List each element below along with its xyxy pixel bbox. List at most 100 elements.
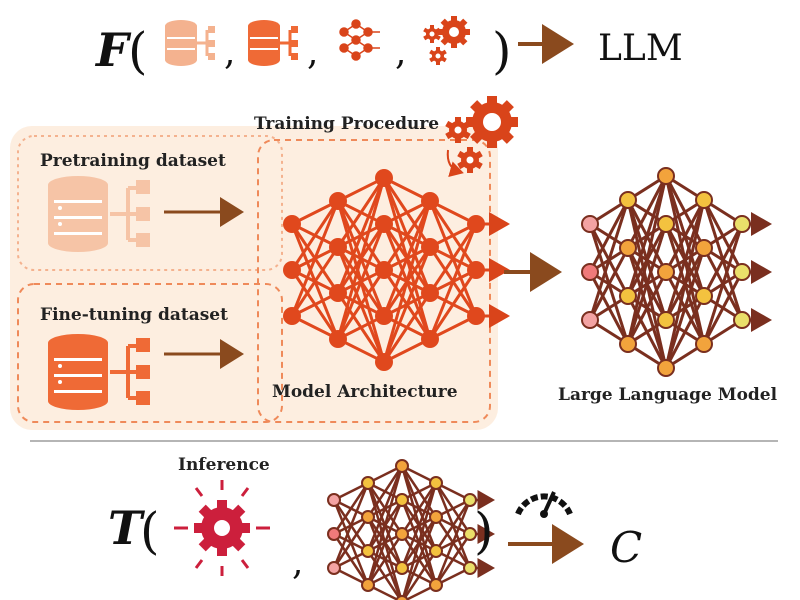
- speedometer-icon: [515, 491, 573, 518]
- network-edge: [434, 533, 472, 586]
- network-node: [421, 192, 439, 210]
- network-node: [581, 263, 599, 281]
- network-node: [619, 191, 637, 209]
- formula-comma-2: ,: [307, 32, 318, 73]
- network-edge: [366, 465, 404, 518]
- large-language-model-network: [581, 167, 772, 377]
- inference-icon: [174, 480, 270, 576]
- network-node: [327, 527, 341, 541]
- network-edge: [428, 269, 478, 340]
- network-edge: [664, 199, 706, 321]
- network-node: [361, 510, 375, 524]
- network-node: [421, 330, 439, 348]
- network-edge: [382, 200, 432, 317]
- network-node: [695, 239, 713, 257]
- network-edge: [702, 223, 744, 345]
- network-edge: [332, 482, 370, 569]
- formula-comma-3: ,: [395, 32, 406, 73]
- formula-bottom-close-paren: ): [474, 502, 494, 560]
- network-node: [375, 169, 393, 187]
- network-node: [733, 311, 751, 329]
- network-edge: [434, 499, 472, 586]
- network-node: [429, 476, 443, 490]
- network-node: [463, 561, 477, 575]
- model-architecture-network: [283, 169, 510, 371]
- network-node: [361, 476, 375, 490]
- model-architecture-icon-small: [339, 19, 380, 61]
- network-edge: [290, 200, 340, 317]
- training-procedure-gears-icon: [445, 96, 518, 177]
- network-node: [283, 307, 301, 325]
- network-edge: [336, 177, 386, 248]
- network-edge: [702, 271, 744, 345]
- formula-bottom-comma: ,: [292, 542, 303, 583]
- network-edge: [626, 175, 668, 345]
- network-edge: [382, 200, 432, 271]
- network-node: [361, 544, 375, 558]
- network-edge: [401, 516, 438, 600]
- network-node: [327, 493, 341, 507]
- network-node: [421, 238, 439, 256]
- network-edge: [702, 223, 744, 297]
- network-node: [429, 510, 443, 524]
- network-edge: [428, 223, 478, 340]
- network-node: [395, 459, 409, 473]
- formula-result-llm: LLM: [598, 28, 683, 69]
- network-edge: [366, 465, 404, 552]
- network-edge: [336, 269, 386, 340]
- network-edge: [400, 482, 438, 535]
- network-edge: [400, 482, 438, 569]
- network-node: [395, 527, 409, 541]
- network-node: [395, 561, 409, 575]
- network-node: [361, 578, 375, 592]
- inference-llm-network: [327, 459, 495, 600]
- pretraining-box: [17, 135, 283, 271]
- network-edge: [382, 246, 432, 363]
- top-formula: F ( , ,: [94, 16, 683, 80]
- network-node: [581, 215, 599, 233]
- finetuning-label: Fine-tuning dataset: [40, 305, 228, 325]
- formula-close-paren: ): [492, 22, 512, 80]
- network-edge: [366, 499, 404, 586]
- network-node: [429, 544, 443, 558]
- network-node: [375, 353, 393, 371]
- network-node: [695, 335, 713, 353]
- network-node: [463, 527, 477, 541]
- training-procedure-label: Training Procedure: [254, 114, 439, 134]
- training-procedure-icon-small: [423, 16, 470, 65]
- network-node: [375, 261, 393, 279]
- network-edge: [401, 550, 438, 600]
- formula-t-symbol: T: [108, 501, 146, 555]
- network-node: [395, 595, 409, 600]
- finetuning-dataset-icon: [48, 334, 150, 410]
- network-edge: [626, 223, 668, 345]
- inference-label: Inference: [178, 455, 270, 475]
- network-node: [327, 561, 341, 575]
- architecture-label: Model Architecture: [272, 382, 458, 402]
- llm-label: Large Language Model: [558, 385, 778, 405]
- network-edge: [626, 175, 668, 297]
- network-edge: [428, 223, 478, 294]
- network-node: [657, 167, 675, 185]
- network-node: [395, 493, 409, 507]
- network-node: [657, 263, 675, 281]
- network-edge: [336, 177, 386, 294]
- network-edge: [366, 465, 404, 586]
- formula-comma-1: ,: [224, 32, 235, 73]
- network-node: [733, 215, 751, 233]
- network-edge: [664, 199, 706, 273]
- network-edge: [664, 247, 706, 369]
- finetuning-box: [17, 283, 283, 423]
- network-edge: [626, 271, 668, 345]
- network-edge: [626, 175, 668, 249]
- network-edge: [336, 223, 386, 340]
- network-edge: [401, 482, 438, 600]
- network-node: [657, 359, 675, 377]
- formula-result-c: C: [610, 523, 642, 572]
- training-diagram: Training Procedure Pretraining dataset F…: [10, 96, 778, 430]
- network-edge: [382, 292, 432, 363]
- architecture-box: [257, 139, 491, 423]
- network-node: [733, 263, 751, 281]
- finetuning-dataset-icon-small: [248, 20, 298, 66]
- network-edge: [366, 533, 404, 586]
